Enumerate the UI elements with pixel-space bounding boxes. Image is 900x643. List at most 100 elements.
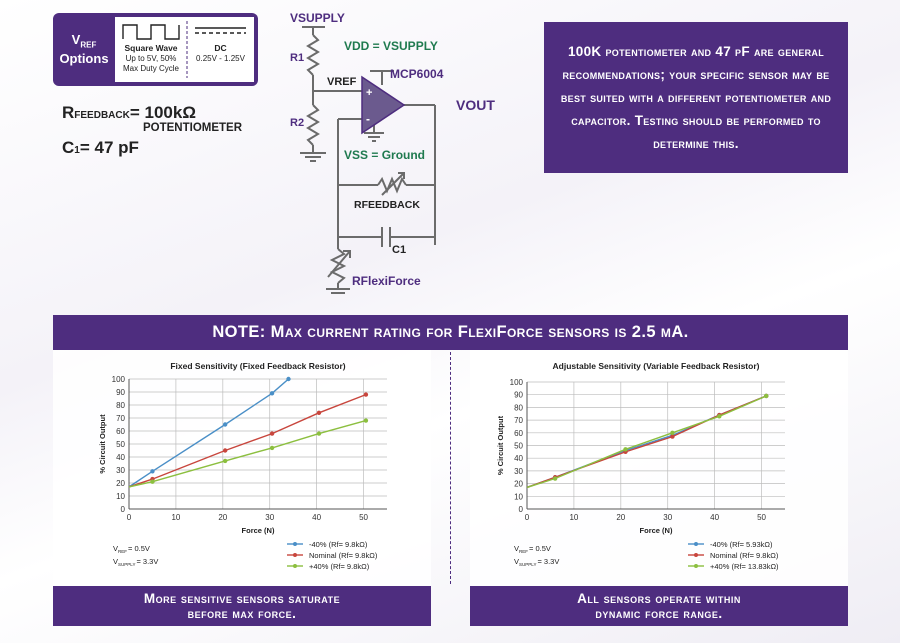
legend-marker (694, 564, 698, 568)
adjustable-sensitivity-chart: Adjustable Sensitivity (Variable Feedbac… (496, 361, 785, 571)
x-tick-label: 40 (710, 513, 719, 522)
chart-divider (450, 352, 451, 584)
y-tick-label: 50 (116, 440, 125, 449)
banner-right: All sensors operate within dynamic force … (470, 586, 848, 626)
vref-note: VREF= 0.5V (113, 544, 150, 554)
legend-label: +40% (Rf= 13.83kΩ) (710, 562, 779, 571)
label-vss: VSS = Ground (344, 148, 425, 162)
chart-panel-adjustable: Adjustable Sensitivity (Variable Feedbac… (470, 350, 848, 586)
legend-label: -40% (Rf= 5.93kΩ) (710, 540, 773, 549)
rflexiforce-resistor (329, 248, 347, 284)
label-vout: VOUT (456, 97, 495, 113)
x-tick-label: 50 (757, 513, 766, 522)
fixed-sensitivity-chart: Fixed Sensitivity (Fixed Feedback Resist… (98, 361, 387, 571)
square-wave-icon (122, 24, 180, 40)
data-point (222, 458, 228, 464)
rfeedback-formula: RFEEDBACK= 100kΩ (62, 103, 196, 123)
data-point (316, 431, 322, 436)
label-vref: VREF (327, 76, 357, 88)
data-point (286, 376, 291, 382)
y-tick-label: 90 (514, 391, 523, 400)
rfeedback-r: R (62, 103, 75, 122)
dc-title: DC (214, 43, 227, 53)
legend-label: Nominal (Rf= 9.8kΩ) (710, 551, 779, 560)
legend-label: -40% (Rf= 9.8kΩ) (309, 540, 368, 549)
y-tick-label: 40 (116, 453, 125, 462)
dc-range: 0.25V - 1.25V (196, 54, 245, 63)
banner-right-line1: All sensors operate within (577, 591, 741, 606)
x-tick-label: 10 (569, 513, 578, 522)
legend-marker (694, 553, 698, 557)
note-bar: NOTE: Max current rating for FlexiForce … (53, 315, 848, 350)
square-wave-title: Square Wave (124, 43, 178, 53)
rfeedback-value: = 100kΩ (129, 103, 196, 122)
vref-note: VREF= 0.5V (514, 544, 551, 554)
y-tick-label: 100 (510, 378, 524, 387)
legend-label: +40% (Rf= 9.8kΩ) (309, 562, 370, 571)
series-line (527, 395, 767, 489)
banner-right-line2: dynamic force range. (595, 606, 723, 621)
label-vsupply: VSUPPLY (290, 11, 345, 25)
y-tick-label: 60 (116, 427, 125, 436)
vsupply-note-v: V (514, 557, 519, 566)
y-tick-label: 0 (519, 505, 524, 514)
dc-option: DC 0.25V - 1.25V (187, 43, 254, 108)
x-axis-label: Force (N) (640, 526, 673, 535)
c1-sub: 1 (74, 145, 80, 156)
vsupply-note-sub: SUPPLY (118, 562, 135, 567)
y-axis-label: % Circuit Output (496, 415, 505, 475)
recommendation-callout: 100K potentiometer and 47 pF are general… (544, 22, 848, 173)
data-point (670, 430, 675, 435)
series-line (527, 395, 767, 489)
opamp-plus: + (366, 87, 372, 99)
vref-note-value: = 0.5V (128, 544, 150, 553)
c1-formula: C1= 47 pF (62, 138, 139, 158)
data-point (150, 469, 155, 474)
vsupply-note-sub: SUPPLY (519, 562, 536, 567)
label-rflexiforce: RFlexiForce (352, 274, 421, 288)
vref-v: V (71, 32, 81, 48)
x-tick-label: 30 (265, 513, 274, 522)
y-tick-label: 40 (514, 454, 523, 463)
x-tick-label: 20 (218, 513, 227, 522)
x-tick-label: 0 (525, 513, 530, 522)
chart-title: Fixed Sensitivity (Fixed Feedback Resist… (170, 361, 345, 371)
data-point (623, 447, 628, 452)
legend-label: Nominal (Rf= 9.8kΩ) (309, 551, 378, 560)
y-tick-label: 10 (514, 492, 523, 501)
y-tick-label: 80 (116, 401, 125, 410)
rfeedback-unit: POTENTIOMETER (143, 122, 243, 134)
legend-marker (293, 553, 297, 557)
y-tick-label: 20 (514, 480, 523, 489)
vsupply-note-value: = 3.3V (136, 557, 158, 566)
y-tick-label: 10 (116, 492, 125, 501)
y-tick-label: 30 (116, 466, 125, 475)
y-tick-label: 50 (514, 442, 523, 451)
banner-left-line1: More sensitive sensors saturate (143, 591, 341, 606)
x-tick-label: 20 (616, 513, 625, 522)
data-point (552, 476, 558, 481)
y-tick-label: 90 (116, 388, 125, 397)
c1-c: C (62, 138, 75, 157)
data-point (363, 392, 369, 397)
data-point (316, 410, 322, 415)
label-opamp: MCP6004 (390, 67, 444, 81)
r2-resistor (306, 104, 320, 146)
legend-marker (694, 542, 698, 546)
data-point (670, 434, 675, 439)
x-tick-label: 40 (312, 513, 321, 522)
data-point (222, 448, 228, 453)
legend-marker (293, 564, 297, 568)
c1-value: = 47 pF (79, 138, 139, 157)
label-c1: C1 (392, 244, 406, 256)
square-wave-line1: Up to 5V, 50% (125, 54, 177, 63)
data-point (150, 479, 155, 484)
vref-note-value: = 0.5V (529, 544, 551, 553)
rfeedback-resistor (377, 176, 407, 194)
y-tick-label: 20 (116, 479, 125, 488)
data-point (269, 391, 275, 396)
vref-options-box: VREF Options Square Wave Up to 5V, 50% M… (53, 13, 258, 86)
vsupply-note: VSUPPLY= 3.3V (514, 557, 559, 567)
vref-options-panel: Square Wave Up to 5V, 50% Max Duty Cycle… (115, 17, 254, 82)
label-rfeedback: RFEEDBACK (354, 199, 420, 211)
